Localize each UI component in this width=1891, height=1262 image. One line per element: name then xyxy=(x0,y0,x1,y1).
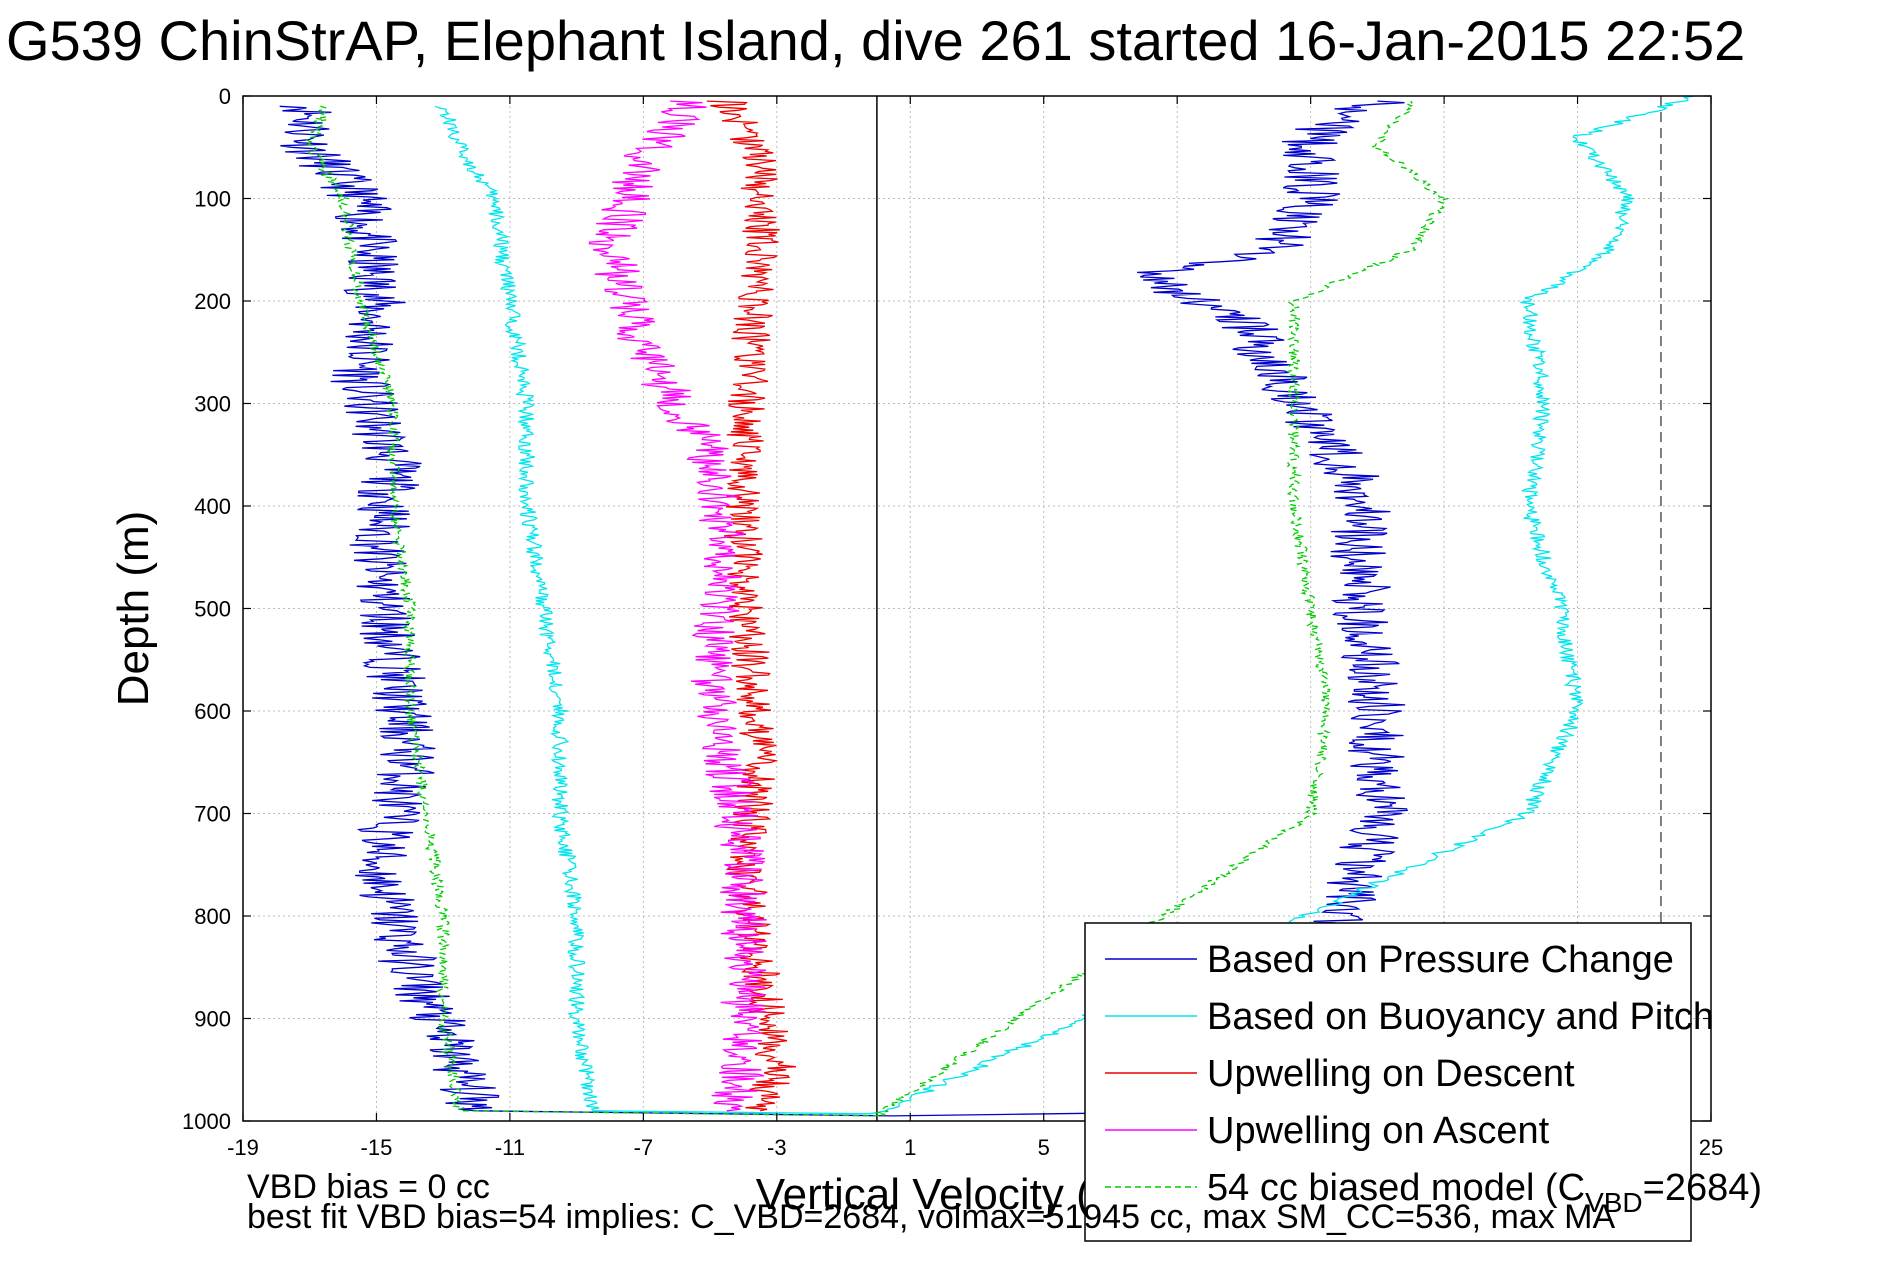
data-series xyxy=(279,95,1695,1117)
vbd-bias-note: VBD bias = 0 cc xyxy=(247,1168,490,1206)
legend[interactable]: Based on Pressure Change Based on Buoyanc… xyxy=(1084,922,1762,1242)
legend-label: Based on Pressure Change xyxy=(1207,939,1674,981)
chart-title: G539 ChinStrAP, Elephant Island, dive 26… xyxy=(6,9,1746,72)
y-tick-label: 600 xyxy=(194,699,231,724)
series-line-0 xyxy=(279,100,1408,1117)
y-tick-label: 100 xyxy=(194,187,231,212)
y-axis-title: Depth (m) xyxy=(109,511,158,707)
y-tick-label: 900 xyxy=(194,1007,231,1032)
x-tick-label: -3 xyxy=(767,1135,787,1160)
x-tick-label: -15 xyxy=(361,1135,393,1160)
y-tick-label: 500 xyxy=(194,597,231,622)
y-tick-label: 200 xyxy=(194,289,231,314)
y-tick-label: 800 xyxy=(194,904,231,929)
series-line-4 xyxy=(305,100,1449,1117)
x-tick-label: -19 xyxy=(227,1135,259,1160)
y-tick-label: 300 xyxy=(194,392,231,417)
legend-label: 54 cc biased model (CVBD=2684) xyxy=(1207,1167,1762,1218)
legend-label: Upwelling on Descent xyxy=(1207,1053,1575,1095)
best-fit-note: best fit VBD bias=54 implies: C_VBD=2684… xyxy=(247,1198,1616,1236)
legend-label: Based on Buoyancy and Pitch xyxy=(1207,996,1714,1038)
y-tick-label: 700 xyxy=(194,802,231,827)
legend-box xyxy=(1084,922,1692,1242)
x-tick-label: 25 xyxy=(1699,1135,1723,1160)
legend-label: Upwelling on Ascent xyxy=(1207,1110,1550,1152)
x-tick-label: 5 xyxy=(1038,1135,1050,1160)
x-tick-label: 1 xyxy=(904,1135,916,1160)
y-tick-label: 400 xyxy=(194,494,231,519)
series-line-3 xyxy=(588,100,767,1112)
series-line-2 xyxy=(706,100,796,1112)
x-tick-label: -7 xyxy=(634,1135,654,1160)
series-line-1 xyxy=(434,95,1695,1115)
x-tick-label: -11 xyxy=(495,1135,525,1160)
y-tick-label: 1000 xyxy=(182,1109,231,1134)
y-tick-label: 0 xyxy=(219,84,231,109)
